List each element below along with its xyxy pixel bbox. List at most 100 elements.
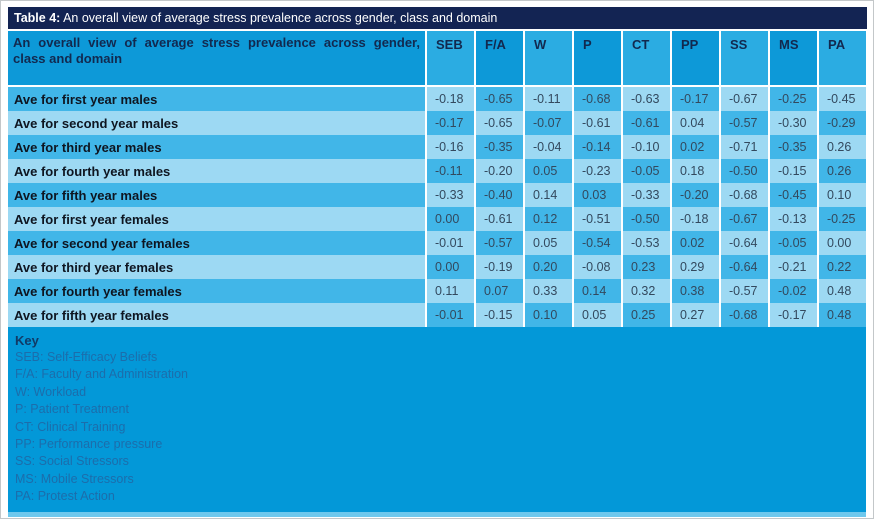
- row-label-cell: Ave for fifth year males: [8, 183, 425, 207]
- value-cell: 0.02: [670, 135, 719, 159]
- table-row: Ave for fifth year females -0.01 -0.15 0.10…: [8, 303, 866, 327]
- value-cell: -0.50: [621, 207, 670, 231]
- value-cell: -0.67: [719, 87, 768, 111]
- table-row: Ave for fourth year males -0.11 -0.20 0.05-…: [8, 159, 866, 183]
- value-cell: -0.23: [572, 159, 621, 183]
- value-cell: -0.35: [474, 135, 523, 159]
- value-cell: -0.45: [768, 183, 817, 207]
- value-cell: -0.68: [719, 303, 768, 327]
- value-cell: 0.05: [523, 231, 572, 255]
- value-cell: 0.05: [572, 303, 621, 327]
- value-cell: -0.65: [474, 87, 523, 111]
- value-cell: 0.04: [670, 111, 719, 135]
- value-cell: -0.67: [719, 207, 768, 231]
- value-cell: -0.11: [425, 159, 474, 183]
- value-cell: -0.53: [621, 231, 670, 255]
- column-header-cell: SEB: [425, 31, 474, 87]
- value-cell: 0.48: [817, 303, 866, 327]
- value-cell: -0.14: [572, 135, 621, 159]
- bottom-strip: [8, 511, 866, 517]
- key-entry: PP: Performance pressure: [15, 437, 163, 452]
- key-entry: W: Workload: [15, 384, 87, 399]
- value-cell: 0.00: [425, 207, 474, 231]
- row-label-cell: Ave for fourth year males: [8, 159, 425, 183]
- value-cell: -0.33: [425, 183, 474, 207]
- value-cell: 0.12: [523, 207, 572, 231]
- value-cell: 0.14: [572, 279, 621, 303]
- table-row: Ave for fourth year females 0.11 0.07 0.33 0…: [8, 279, 866, 303]
- table-header-row: An overall view of average stress preval…: [8, 31, 866, 87]
- table-caption-bar: Table 4: An overall view of average stre…: [8, 7, 867, 29]
- value-cell: -0.01: [425, 303, 474, 327]
- value-cell: -0.57: [719, 111, 768, 135]
- value-cell: -0.25: [817, 207, 866, 231]
- column-header-cell: W: [523, 31, 572, 87]
- value-cell: -0.61: [621, 111, 670, 135]
- column-header-cell: CT: [621, 31, 670, 87]
- key-entry: CT: Clinical Training: [15, 419, 126, 434]
- value-cell: 0.26: [817, 135, 866, 159]
- value-cell: -0.15: [768, 159, 817, 183]
- table-row: Ave for third year males -0.16 -0.35 -0.04-…: [8, 135, 866, 159]
- stress-table: An overall view of average stress preval…: [8, 31, 866, 327]
- value-cell: -0.02: [768, 279, 817, 303]
- value-cell: 0.22: [817, 255, 866, 279]
- table-row: Ave for third year females 0.00 -0.19 0.20-…: [8, 255, 866, 279]
- value-cell: -0.61: [572, 111, 621, 135]
- row-label-cell: Ave for third year males: [8, 135, 425, 159]
- value-cell: -0.17: [670, 87, 719, 111]
- value-cell: -0.45: [817, 87, 866, 111]
- key-title: Key: [15, 333, 39, 348]
- value-cell: -0.65: [474, 111, 523, 135]
- row-label-cell: Ave for fourth year females: [8, 279, 425, 303]
- value-cell: -0.20: [474, 159, 523, 183]
- value-cell: 0.32: [621, 279, 670, 303]
- value-cell: -0.17: [768, 303, 817, 327]
- value-cell: 0.14: [523, 183, 572, 207]
- key-section: Key SEB: Self-Efficacy Beliefs F/A: Facul…: [8, 327, 866, 512]
- table-caption-text: An overall view of average stress preval…: [60, 11, 498, 25]
- value-cell: -0.57: [474, 231, 523, 255]
- value-cell: -0.64: [719, 255, 768, 279]
- value-cell: -0.64: [719, 231, 768, 255]
- key-entry: SEB: Self-Efficacy Beliefs: [15, 350, 158, 364]
- value-cell: 0.33: [523, 279, 572, 303]
- value-cell: 0.00: [425, 255, 474, 279]
- column-header-cell: PA: [817, 31, 866, 87]
- key-entry: PA: Protest Action: [15, 489, 115, 504]
- value-cell: -0.13: [768, 207, 817, 231]
- table-row: Ave for second year males -0.17 -0.65 -0.07…: [8, 111, 866, 135]
- column-header-cell: SS: [719, 31, 768, 87]
- header-label-cell: An overall view of average stress preval…: [8, 31, 425, 87]
- value-cell: 0.10: [523, 303, 572, 327]
- row-label-cell: Ave for first year males: [8, 87, 425, 111]
- column-header-cell: F/A: [474, 31, 523, 87]
- value-cell: -0.07: [523, 111, 572, 135]
- value-cell: -0.40: [474, 183, 523, 207]
- value-cell: -0.19: [474, 255, 523, 279]
- column-header-cell: PP: [670, 31, 719, 87]
- value-cell: 0.11: [425, 279, 474, 303]
- table-body: An overall view of average stress preval…: [8, 31, 866, 327]
- value-cell: -0.05: [768, 231, 817, 255]
- value-cell: -0.18: [425, 87, 474, 111]
- value-cell: -0.57: [719, 279, 768, 303]
- value-cell: -0.18: [670, 207, 719, 231]
- value-cell: -0.11: [523, 87, 572, 111]
- value-cell: -0.25: [768, 87, 817, 111]
- value-cell: -0.10: [621, 135, 670, 159]
- value-cell: 0.00: [817, 231, 866, 255]
- table-row: Ave for fifth year males -0.33 -0.40 0.14 0.…: [8, 183, 866, 207]
- value-cell: 0.18: [670, 159, 719, 183]
- row-label-cell: Ave for second year females: [8, 231, 425, 255]
- value-cell: -0.68: [572, 87, 621, 111]
- value-cell: 0.38: [670, 279, 719, 303]
- row-label-cell: Ave for fifth year females: [8, 303, 425, 327]
- value-cell: 0.27: [670, 303, 719, 327]
- value-cell: -0.05: [621, 159, 670, 183]
- row-label-cell: Ave for second year males: [8, 111, 425, 135]
- value-cell: 0.48: [817, 279, 866, 303]
- table-row: Ave for first year females 0.00 -0.61 0.12-…: [8, 207, 866, 231]
- value-cell: 0.10: [817, 183, 866, 207]
